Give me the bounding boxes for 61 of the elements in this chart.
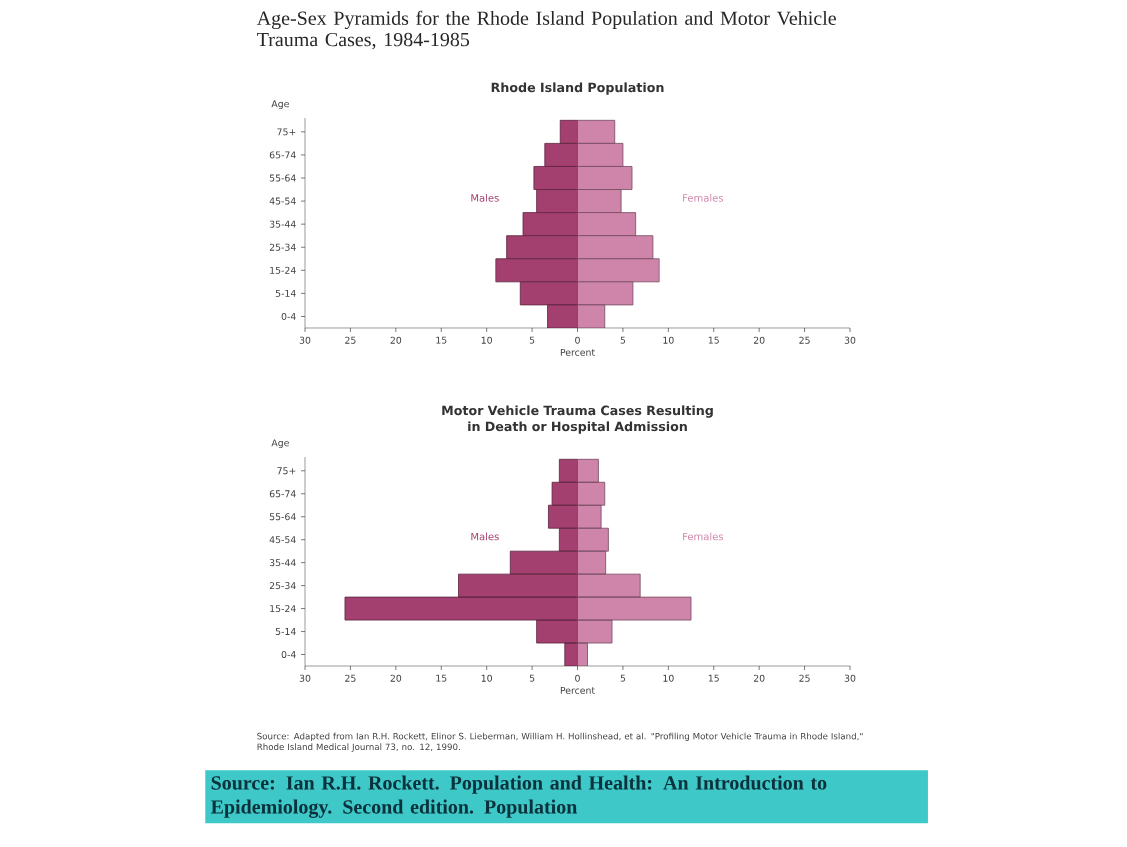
x-tick-label: 15 [436, 674, 447, 682]
y-tick-label: 35-44 [269, 220, 296, 228]
x-tick-label: 5 [620, 674, 626, 682]
x-tick-label: 10 [481, 336, 492, 344]
y-tick-label: 45-54 [269, 197, 296, 205]
y-tick-label: 65-74 [269, 151, 296, 159]
y-tick-label: 5-14 [275, 628, 296, 636]
bar [577, 573, 641, 598]
y-tick-label: 25-34 [269, 243, 296, 251]
bar [458, 573, 578, 598]
x-tick-label: 5 [529, 336, 535, 344]
x-tick-label: 25 [799, 336, 810, 344]
x-tick-label: 20 [753, 336, 765, 344]
y-tick-label: 25-34 [269, 582, 296, 590]
x-tick-label: 15 [708, 336, 719, 344]
x-tick-label: 25 [345, 674, 356, 682]
x-tick-label: 25 [799, 674, 810, 682]
chart-title: Age-Sex Pyramids for the Rhode Island Population and Motor Vehicle Trauma Cases, 1984-1985 [256, 10, 836, 50]
x-tick-label: 15 [708, 674, 719, 682]
x-tick-label: 30 [299, 336, 311, 344]
x-tick-label: 0 [575, 674, 580, 682]
y-tick-label: 0-4 [281, 650, 296, 659]
y-tick-label: 35-44 [269, 559, 296, 567]
x-tick-label: 20 [390, 336, 402, 344]
text: Males [471, 193, 499, 202]
chart-subtitle: Rhode Island Population [491, 82, 664, 95]
x-tick-label: 10 [481, 674, 492, 682]
x-tick-label: 30 [844, 336, 856, 344]
y-tick-label: 55-64 [269, 174, 296, 182]
y-tick-label: 0-4 [281, 312, 296, 320]
y-tick-label: 15-24 [270, 605, 296, 613]
x-tick-label: 10 [663, 336, 674, 344]
y-tick-label: 75+ [277, 128, 296, 136]
x-tick-label: 15 [436, 336, 447, 344]
y-tick-label: 15-24 [270, 266, 296, 274]
text: Females [683, 193, 724, 202]
chart-title: Motor Vehicle Trauma Cases Resulting in Death or Hospital Admission [442, 405, 713, 434]
x-tick-label: 5 [620, 336, 626, 344]
x-tick-label: 30 [299, 674, 311, 682]
bar [577, 596, 692, 621]
y-tick-label: 45-54 [269, 536, 296, 544]
x-tick-label: 0 [575, 336, 580, 344]
x-tick-label: 25 [345, 336, 356, 344]
x-axis-title: Percent [560, 348, 595, 356]
x-axis-title: Percent [560, 686, 595, 694]
y-tick-label: 75+ [277, 467, 296, 475]
text: Females [683, 532, 724, 541]
x-tick-label: 20 [390, 674, 402, 682]
source-note: Source: Ian R.H. Rockett. Population and Health: An Introduction to Epidemiology. Second edition. Population [210, 775, 827, 818]
y-tick-label: 55-64 [269, 513, 296, 521]
x-tick-label: 10 [663, 674, 674, 682]
y-axis-title: Age [271, 439, 289, 449]
source-note: Source: Adapted from Ian R.H. Rockett, Elinor S. Lieberman, William H. Hollinshead, et al. "Profiling Motor Vehicle Trauma in Rhode Island," Rhode Island Medical Journal 73, no. 12, 1990. [257, 732, 863, 752]
y-tick-label: 5-14 [275, 289, 296, 297]
bar [344, 596, 578, 621]
x-tick-label: 5 [529, 674, 535, 682]
y-axis-title: Age [271, 100, 289, 110]
x-tick-label: 20 [753, 674, 765, 682]
y-tick-label: 65-74 [269, 490, 296, 498]
series-label: Males [471, 532, 499, 541]
x-tick-label: 30 [844, 674, 856, 682]
